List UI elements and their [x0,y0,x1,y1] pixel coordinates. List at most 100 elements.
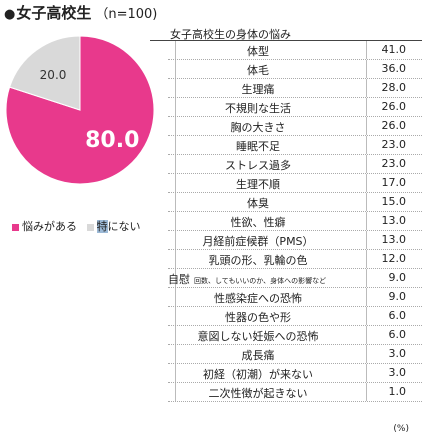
row-label: 乳頭の形、乳輪の色 [168,252,348,268]
row-column-divider [366,288,367,306]
row-column-divider [366,212,367,230]
row-left-divider [175,117,176,135]
table-row: 性感染症への恐怖 9.0 [168,288,422,307]
table-row: 性欲、性癖 13.0 [168,212,422,231]
row-label: 体臭 [168,195,348,211]
row-value: 13.0 [381,214,407,227]
row-label: 性感染症への恐怖 [168,290,348,306]
table-row: 生理不順 17.0 [168,174,422,193]
row-left-divider [175,383,176,401]
legend-label-no-highlight: 特 [96,220,108,233]
unit-label: (%) [393,424,409,434]
legend-swatch-yes [12,223,19,231]
table-row: 性器の色や形 6.0 [168,307,422,326]
row-label: 月経前症候群（PMS） [168,233,348,249]
row-label-text: 体臭 [247,197,269,210]
row-left-divider [175,79,176,97]
row-column-divider [366,117,367,135]
legend-swatch-no [86,223,94,231]
row-value: 9.0 [388,271,407,284]
row-column-divider [366,269,367,287]
concerns-table: 体型 41.0 体毛 36.0 生理痛 28.0 不規則な生活 26.0 胸の大きさ 26.0 睡眠… [168,41,422,402]
row-value: 3.0 [388,347,407,360]
table-row: ストレス過多 23.0 [168,155,422,174]
row-left-divider [175,60,176,78]
row-value: 13.0 [381,233,407,246]
table-row: 二次性徴が起きない 1.0 [168,383,422,402]
row-label: 成長痛 [168,347,348,363]
legend-label-yes: 悩みがある [22,220,77,233]
row-column-divider [366,193,367,211]
legend-item-yes: 悩みがある [12,220,77,233]
row-column-divider [366,98,367,116]
row-left-divider [175,212,176,230]
row-column-divider [366,383,367,401]
row-label-text: 意図しない妊娠への恐怖 [197,330,319,343]
row-left-divider [175,193,176,211]
table-row: 成長痛 3.0 [168,345,422,364]
legend-item-no: 特にない [86,220,141,233]
row-value: 9.0 [388,290,407,303]
row-left-divider [175,155,176,173]
pie-label-1: 20.0 [40,68,67,82]
row-column-divider [366,79,367,97]
row-label: 生理不順 [168,176,348,192]
row-left-divider [175,288,176,306]
row-label-subtext: 回数、してもいいのか、身体への影響など [194,277,327,285]
row-label: 初経（初潮）が来ない [168,366,348,382]
row-left-divider [175,98,176,116]
row-label-text: 不規則な生活 [225,102,291,115]
row-label-text: 自慰 [168,273,190,286]
row-column-divider [366,345,367,363]
row-value: 6.0 [388,309,407,322]
title-bullet-icon: ● [4,7,16,22]
row-label-text: 生理痛 [241,83,275,96]
row-value: 26.0 [381,100,407,113]
row-value: 1.0 [388,385,407,398]
row-label: 睡眠不足 [168,138,348,154]
row-left-divider [175,364,176,382]
row-left-divider [175,345,176,363]
table-row: 体臭 15.0 [168,193,422,212]
chart-title: ●女子高校生 （n=100) [4,2,157,23]
row-left-divider [175,231,176,249]
row-value: 41.0 [381,43,407,56]
row-label-text: ストレス過多 [225,159,291,172]
row-value: 23.0 [381,157,407,170]
row-column-divider [366,60,367,78]
row-left-divider [175,269,176,287]
table-row: 生理痛 28.0 [168,79,422,98]
row-column-divider [366,364,367,382]
row-label-text: 二次性徴が起きない [208,387,308,400]
row-left-divider [175,326,176,344]
row-column-divider [366,326,367,344]
row-label-text: 性感染症への恐怖 [214,292,302,305]
row-value: 3.0 [388,366,407,379]
row-value: 28.0 [381,81,407,94]
row-column-divider [366,250,367,268]
legend-label-no-rest: にない [107,220,141,233]
table-row: 体型 41.0 [168,41,422,60]
table-row: 自慰 回数、してもいいのか、身体への影響など 9.0 [168,269,422,288]
row-column-divider [366,174,367,192]
pie-chart: 80.0 20.0 [5,35,155,185]
table-row: 初経（初潮）が来ない 3.0 [168,364,422,383]
sample-size: （n=100) [95,7,158,22]
row-label: ストレス過多 [168,157,348,173]
row-column-divider [366,41,367,59]
row-label-text: 胸の大きさ [230,121,286,134]
table-row: 胸の大きさ 26.0 [168,117,422,136]
row-label-text: 体毛 [247,64,269,77]
row-value: 15.0 [381,195,407,208]
row-left-divider [175,250,176,268]
callout-line [150,40,422,41]
row-left-divider [175,41,176,59]
table-row: 月経前症候群（PMS） 13.0 [168,231,422,250]
row-column-divider [366,155,367,173]
row-value: 12.0 [381,252,407,265]
row-value: 6.0 [388,328,407,341]
pie-legend: 悩みがある 特にない [12,218,147,234]
row-column-divider [366,136,367,154]
row-label-text: 体型 [247,45,269,58]
title-text: 女子高校生 [16,4,92,22]
